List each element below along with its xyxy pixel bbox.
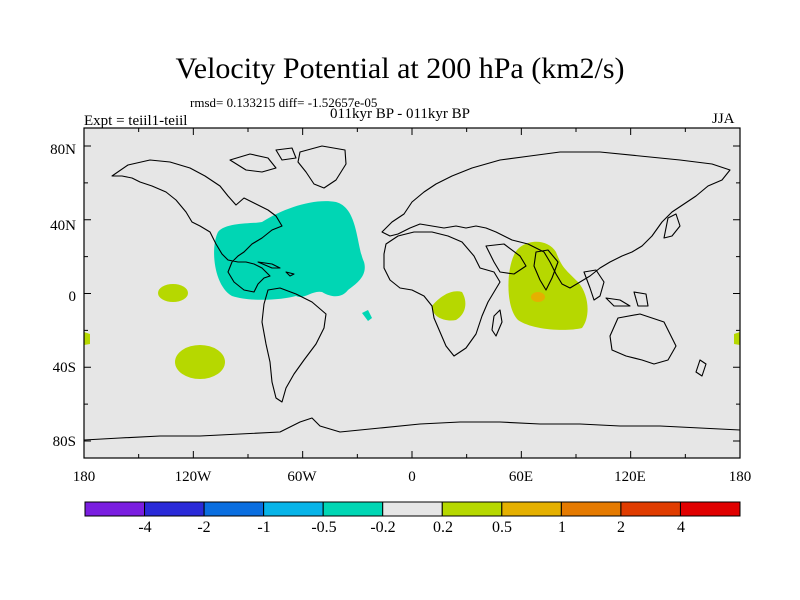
lat-label: 0 [69,289,77,305]
coast-africa [383,231,501,357]
colorbar-swatch [203,501,265,517]
coast-new-zealand [695,359,707,377]
coast-canada-islands [229,147,297,173]
colorbar-label: 2 [617,519,625,536]
coast-arabia [485,243,527,275]
colorbar-labels: -4 -2 -1 -0.5 -0.2 0.2 0.5 1 2 4 [138,519,685,536]
coast-southeast-asia [583,269,649,307]
lon-label: 180 [729,469,752,485]
colorbar-label: 0.2 [433,519,453,536]
coast-cuba-caribbean [257,261,295,277]
lat-axis-labels: 80N 40N 0 40S 80S [50,142,76,450]
colorbar-swatch [560,501,622,517]
coastlines [83,145,741,441]
coast-eurasia [381,151,731,289]
colorbar-swatch [679,501,741,517]
colorbar-swatch [620,501,681,517]
colorbar-swatch [441,501,503,517]
anomaly-south-pacific [175,345,225,379]
lat-label: 80N [50,142,76,158]
colorbar-label: -2 [197,519,210,536]
anomaly-south-atlantic-africa [432,291,466,321]
lat-label: 40N [50,218,76,234]
coast-india [533,249,559,291]
colorbar-swatch [263,501,324,517]
lon-label: 0 [408,469,416,485]
axis-ticks [83,128,741,458]
colorbar-swatch [322,501,384,517]
coast-madagascar [491,309,503,337]
coast-japan [663,213,681,239]
colorbar-label: -4 [138,519,151,536]
colorbar-label: 4 [677,519,685,536]
coast-south-america [261,287,327,403]
colorbar-label: 1 [558,519,566,536]
lon-label: 120W [175,469,213,485]
chart-title: Velocity Potential at 200 hPa (km2/s) [175,52,625,85]
lon-label: 60E [509,469,533,485]
colorbar-label: -0.5 [311,519,336,536]
anomaly-indian-core [531,292,545,302]
lon-label: 180 [73,469,96,485]
anomaly-edge-west [84,332,90,345]
colorbar-swatch [382,501,443,517]
stats-text: rmsd= 0.133215 diff= -1.52657e-05 [190,95,378,110]
anomaly-east-pacific [158,284,188,302]
coast-antarctica [83,417,741,441]
period-label: 011kyr BP - 011kyr BP [330,106,471,122]
colorbar-swatch [144,501,205,517]
colorbar-label: 0.5 [492,519,512,536]
colorbar-swatch [84,501,146,517]
lat-label: 80S [53,434,76,450]
lon-label: 120E [614,469,646,485]
coast-australia [609,313,677,365]
lat-label: 40S [53,360,76,376]
coast-greenland [297,145,347,189]
lon-axis-labels: 180 120W 60W 0 60E 120E 180 [73,469,752,485]
colorbar-label: -1 [257,519,270,536]
anomaly-north-atlantic [214,201,365,300]
colorbar-label: -0.2 [370,519,395,536]
coast-north-america [111,159,283,293]
anomaly-atlantic-small [362,310,372,321]
colorbar-swatch [501,501,562,517]
experiment-label: Expt = teiil1-teiil [84,113,188,129]
anomaly-edge-east [734,332,740,345]
colorbar [84,501,741,517]
map-background [84,128,740,458]
lon-label: 60W [287,469,317,485]
season-label: JJA [712,111,735,127]
